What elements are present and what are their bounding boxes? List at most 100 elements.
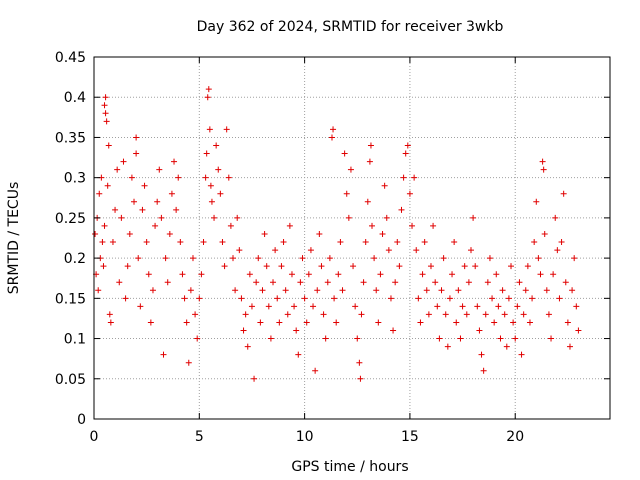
data-point xyxy=(417,319,424,326)
data-point xyxy=(238,295,245,302)
data-point xyxy=(385,247,392,254)
data-point xyxy=(128,174,135,181)
data-point xyxy=(364,198,371,205)
data-point xyxy=(425,311,432,318)
data-point xyxy=(366,158,373,165)
data-point xyxy=(133,150,140,157)
data-point xyxy=(539,158,546,165)
data-point xyxy=(200,239,207,246)
data-point xyxy=(303,319,310,326)
data-point xyxy=(362,239,369,246)
data-point xyxy=(179,271,186,278)
data-point xyxy=(461,263,468,270)
data-point xyxy=(537,271,544,278)
data-point xyxy=(215,166,222,173)
data-point xyxy=(103,118,110,125)
y-tick-label: 0.4 xyxy=(64,90,86,106)
data-point xyxy=(402,150,409,157)
y-tick-label: 0.05 xyxy=(55,372,86,388)
data-point xyxy=(217,190,224,197)
data-point xyxy=(322,335,329,342)
data-point xyxy=(434,303,441,310)
data-point xyxy=(139,206,146,213)
data-point xyxy=(326,255,333,262)
data-points xyxy=(92,86,582,382)
data-point xyxy=(99,239,106,246)
data-point xyxy=(293,327,300,334)
data-point xyxy=(259,287,266,294)
data-point xyxy=(232,287,239,294)
data-point xyxy=(324,279,331,286)
data-point xyxy=(261,230,268,237)
data-point xyxy=(158,214,165,221)
data-point xyxy=(442,311,449,318)
data-point xyxy=(255,255,262,262)
data-point xyxy=(242,311,249,318)
data-point xyxy=(185,359,192,366)
y-tick-label: 0.25 xyxy=(55,211,86,227)
data-point xyxy=(318,263,325,270)
data-point xyxy=(194,335,201,342)
data-point xyxy=(524,263,531,270)
data-point xyxy=(467,247,474,254)
data-point xyxy=(118,214,125,221)
data-point xyxy=(265,303,272,310)
data-point xyxy=(164,279,171,286)
data-point xyxy=(204,94,211,101)
data-point xyxy=(280,239,287,246)
data-point xyxy=(202,174,209,181)
data-point xyxy=(92,230,99,237)
data-point xyxy=(556,295,563,302)
data-point xyxy=(558,239,565,246)
x-tick-label: 10 xyxy=(296,429,314,445)
data-point xyxy=(545,311,552,318)
data-point xyxy=(168,190,175,197)
data-point xyxy=(253,279,260,286)
data-point xyxy=(512,335,519,342)
data-point xyxy=(457,335,464,342)
data-point xyxy=(312,367,319,374)
data-point xyxy=(423,287,430,294)
data-point xyxy=(387,295,394,302)
data-point xyxy=(152,222,159,229)
y-tick-label: 0.45 xyxy=(55,50,86,66)
data-point xyxy=(181,295,188,302)
data-point xyxy=(207,182,214,189)
data-point xyxy=(137,303,144,310)
data-point xyxy=(518,351,525,358)
data-point xyxy=(109,239,116,246)
data-point xyxy=(114,166,121,173)
data-point xyxy=(234,214,241,221)
data-point xyxy=(499,287,506,294)
data-point xyxy=(225,174,232,181)
data-point xyxy=(543,287,550,294)
data-point xyxy=(552,214,559,221)
data-point xyxy=(529,295,536,302)
x-axis-label: GPS time / hours xyxy=(291,459,408,475)
data-point xyxy=(100,263,107,270)
data-point xyxy=(147,319,154,326)
data-point xyxy=(213,142,220,149)
data-point xyxy=(411,174,418,181)
data-point xyxy=(192,311,199,318)
data-point xyxy=(451,239,458,246)
data-point xyxy=(124,263,131,270)
data-point xyxy=(444,343,451,350)
data-point xyxy=(562,279,569,286)
data-point xyxy=(522,287,529,294)
data-point xyxy=(339,287,346,294)
data-point xyxy=(177,239,184,246)
data-point xyxy=(203,150,210,157)
data-point xyxy=(440,255,447,262)
data-point xyxy=(196,295,203,302)
data-point xyxy=(406,190,413,197)
data-point xyxy=(206,126,213,133)
data-point xyxy=(503,343,510,350)
data-point xyxy=(189,255,196,262)
data-point xyxy=(379,230,386,237)
data-point xyxy=(413,247,420,254)
data-point xyxy=(404,142,411,149)
data-point xyxy=(516,279,523,286)
data-point xyxy=(430,222,437,229)
data-point xyxy=(107,319,114,326)
